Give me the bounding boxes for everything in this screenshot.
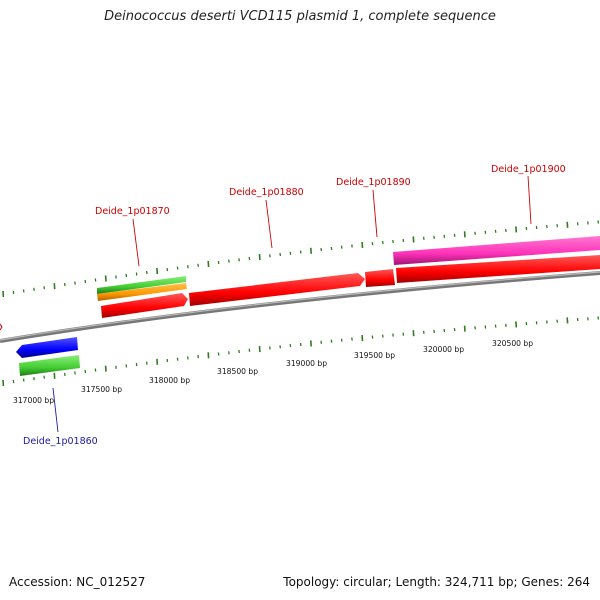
gene-feature-red (365, 269, 395, 287)
map-title: Deinococcus deserti VCD115 plasmid 1, co… (104, 9, 496, 24)
gene-feature-red (101, 293, 188, 318)
forward-feature-track (97, 236, 600, 318)
gene-feature-magenta (393, 236, 600, 265)
gene-label: Deide_1p01880 (229, 187, 304, 198)
tick-label: 317500 bp (81, 385, 122, 394)
tick-label: 318000 bp (149, 376, 190, 385)
gene-labels: Deide_1p01860 Deide_1p01870 Deide_1p0188… (23, 164, 566, 447)
tick-label: 317000 bp (13, 396, 54, 405)
tick-labels: 317000 bp 317500 bp 318000 bp 318500 bp … (13, 339, 533, 405)
tick-label: 320500 bp (492, 339, 533, 348)
gene-feature-red (396, 255, 600, 283)
leader-line (265, 199, 273, 249)
topology-summary: Topology: circular; Length: 324,711 bp; … (283, 575, 590, 589)
leader-line (372, 189, 378, 238)
reverse-feature-track (16, 337, 80, 376)
gene-feature-orange (97, 283, 187, 301)
tick-label: 319500 bp (354, 351, 395, 360)
gene-label: Deide_1p01900 (491, 164, 566, 175)
tick-label: 320000 bp (423, 345, 464, 354)
leader-line (52, 387, 59, 433)
tick-label: 319000 bp (286, 359, 327, 368)
outer-tick-ring (2, 220, 600, 298)
offscreen-label-mark (0, 323, 3, 331)
gene-feature-green (19, 355, 80, 376)
accession-text: Accession: NC_012527 (9, 575, 146, 589)
gene-label-leaders (52, 175, 532, 433)
gene-label: Deide_1p01860 (23, 436, 98, 447)
gene-label: Deide_1p01890 (336, 177, 411, 188)
tick-label: 318500 bp (217, 367, 258, 376)
plasmid-backbone (0, 271, 600, 343)
gene-feature-red (189, 273, 365, 306)
gene-feature-blue (16, 337, 78, 358)
leader-line (527, 175, 532, 225)
inner-tick-ring (2, 316, 600, 387)
gene-feature-green (97, 276, 186, 294)
leader-line (132, 218, 140, 267)
gene-label: Deide_1p01870 (95, 206, 170, 217)
